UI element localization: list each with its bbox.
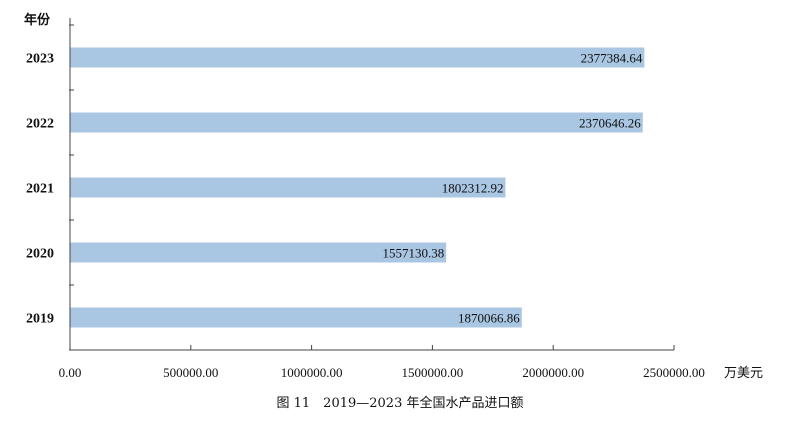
x-tick-label: 1000000.00 [281,365,343,380]
data-label-2022: 2370646.26 [579,116,641,131]
x-tick-label: 500000.00 [163,365,218,380]
data-label-2023: 2377384.64 [581,51,643,66]
category-label-2021: 2021 [26,182,54,197]
x-tick-labels-group: 0.00 500000.00 1000000.00 1500000.00 2000000… [59,365,705,380]
figure-caption: 图 11 2019—2023 年全国水产品进口额 [277,395,524,411]
data-label-2020: 1557130.38 [382,246,444,261]
category-label-2022: 2022 [26,117,54,132]
category-label-2019: 2019 [26,312,54,327]
data-label-2019: 1870066.86 [458,311,520,326]
bar-2020 [70,242,447,263]
bar-2019 [70,307,522,328]
x-axis-unit-label: 万美元 [724,366,763,381]
data-label-2021: 1802312.92 [442,181,504,196]
category-labels-group: 2023 2022 2021 2020 2019 [26,52,54,327]
axes-group [69,18,675,351]
category-label-2023: 2023 [26,52,54,67]
category-label-2020: 2020 [26,247,54,262]
bar-2022 [70,112,643,133]
bars-group: 2377384.64 2370646.26 1802312.92 1557130.38… [70,47,645,328]
x-tick-label: 2500000.00 [643,365,705,380]
x-tick-label: 1500000.00 [402,365,464,380]
x-tick-label: 0.00 [59,365,82,380]
x-tick-label: 2000000.00 [522,365,584,380]
y-axis-title: 年份 [24,12,51,28]
bar-2023 [70,47,645,68]
bar-2021 [70,177,506,198]
